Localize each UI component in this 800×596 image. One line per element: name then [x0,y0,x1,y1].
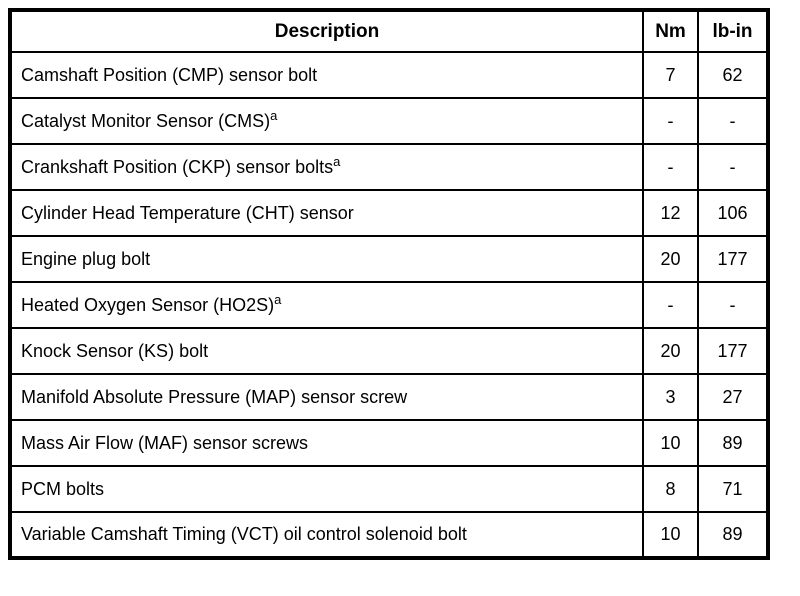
table-row: Catalyst Monitor Sensor (CMS)a - - [9,97,769,145]
table-row: Camshaft Position (CMP) sensor bolt 7 62 [9,51,769,99]
description-text: Catalyst Monitor Sensor (CMS) [21,110,271,131]
description-text: PCM bolts [21,478,105,499]
lb-in-cell: - [697,143,769,191]
header-nm: Nm [642,9,699,53]
description-cell: Knock Sensor (KS) bolt [9,327,644,375]
description-text: Camshaft Position (CMP) sensor bolt [21,64,318,85]
description-text: Variable Camshaft Timing (VCT) oil contr… [21,524,467,544]
lb-in-cell: 62 [697,51,769,99]
lb-in-cell: - [697,281,769,329]
description-cell: PCM bolts [9,465,644,513]
description-cell: Camshaft Position (CMP) sensor bolt [9,51,644,99]
description-text: Heated Oxygen Sensor (HO2S) [21,294,275,315]
nm-cell: 20 [642,327,699,375]
lb-in-cell: 89 [697,511,769,559]
description-cell: Cylinder Head Temperature (CHT) sensor [9,189,644,237]
lb-in-cell: 106 [697,189,769,237]
table-row: Engine plug bolt 20 177 [9,235,769,283]
description-cell: Mass Air Flow (MAF) sensor screws [9,419,644,467]
nm-cell: 12 [642,189,699,237]
nm-cell: - [642,97,699,145]
description-cell: Manifold Absolute Pressure (MAP) sensor … [9,373,644,421]
table-body: Camshaft Position (CMP) sensor bolt 7 62… [9,51,769,559]
description-text: Mass Air Flow (MAF) sensor screws [21,432,309,453]
description-text: Engine plug bolt [21,248,151,269]
header-row: Description Nm lb-in [9,9,769,53]
description-text: Knock Sensor (KS) bolt [21,340,209,361]
description-cell: Crankshaft Position (CKP) sensor boltsa [9,143,644,191]
footnote-marker: a [270,107,278,123]
lb-in-cell: 89 [697,419,769,467]
table-row: Knock Sensor (KS) bolt 20 177 [9,327,769,375]
table-row: Mass Air Flow (MAF) sensor screws 10 89 [9,419,769,467]
header-description: Description [9,9,644,53]
lb-in-cell: 177 [697,235,769,283]
nm-cell: 7 [642,51,699,99]
lb-in-cell: - [697,97,769,145]
description-cell: Catalyst Monitor Sensor (CMS)a [9,97,644,145]
nm-cell: 20 [642,235,699,283]
description-text: Cylinder Head Temperature (CHT) sensor [21,202,354,223]
description-cell: Engine plug bolt [9,235,644,283]
table-row: Manifold Absolute Pressure (MAP) sensor … [9,373,769,421]
nm-cell: - [642,143,699,191]
nm-cell: 10 [642,419,699,467]
description-cell: Heated Oxygen Sensor (HO2S)a [9,281,644,329]
lb-in-cell: 177 [697,327,769,375]
table-row: Heated Oxygen Sensor (HO2S)a - - [9,281,769,329]
footnote-marker: a [274,291,282,307]
description-text: Crankshaft Position (CKP) sensor bolts [21,156,334,177]
table-row: Cylinder Head Temperature (CHT) sensor 1… [9,189,769,237]
lb-in-cell: 27 [697,373,769,421]
nm-cell: - [642,281,699,329]
description-text: Manifold Absolute Pressure (MAP) sensor … [21,386,408,407]
footnote-marker: a [333,153,341,169]
torque-spec-table: Description Nm lb-in Camshaft Position (… [8,8,770,560]
nm-cell: 8 [642,465,699,513]
table-row: PCM bolts 8 71 [9,465,769,513]
header-lb-in: lb-in [697,9,769,53]
nm-cell: 10 [642,511,699,559]
manual-page: Description Nm lb-in Camshaft Position (… [8,8,770,560]
description-cell: Variable Camshaft Timing (VCT) oil contr… [9,511,644,559]
lb-in-cell: 71 [697,465,769,513]
table-row: Crankshaft Position (CKP) sensor boltsa … [9,143,769,191]
table-row: Variable Camshaft Timing (VCT) oil contr… [9,511,769,559]
nm-cell: 3 [642,373,699,421]
